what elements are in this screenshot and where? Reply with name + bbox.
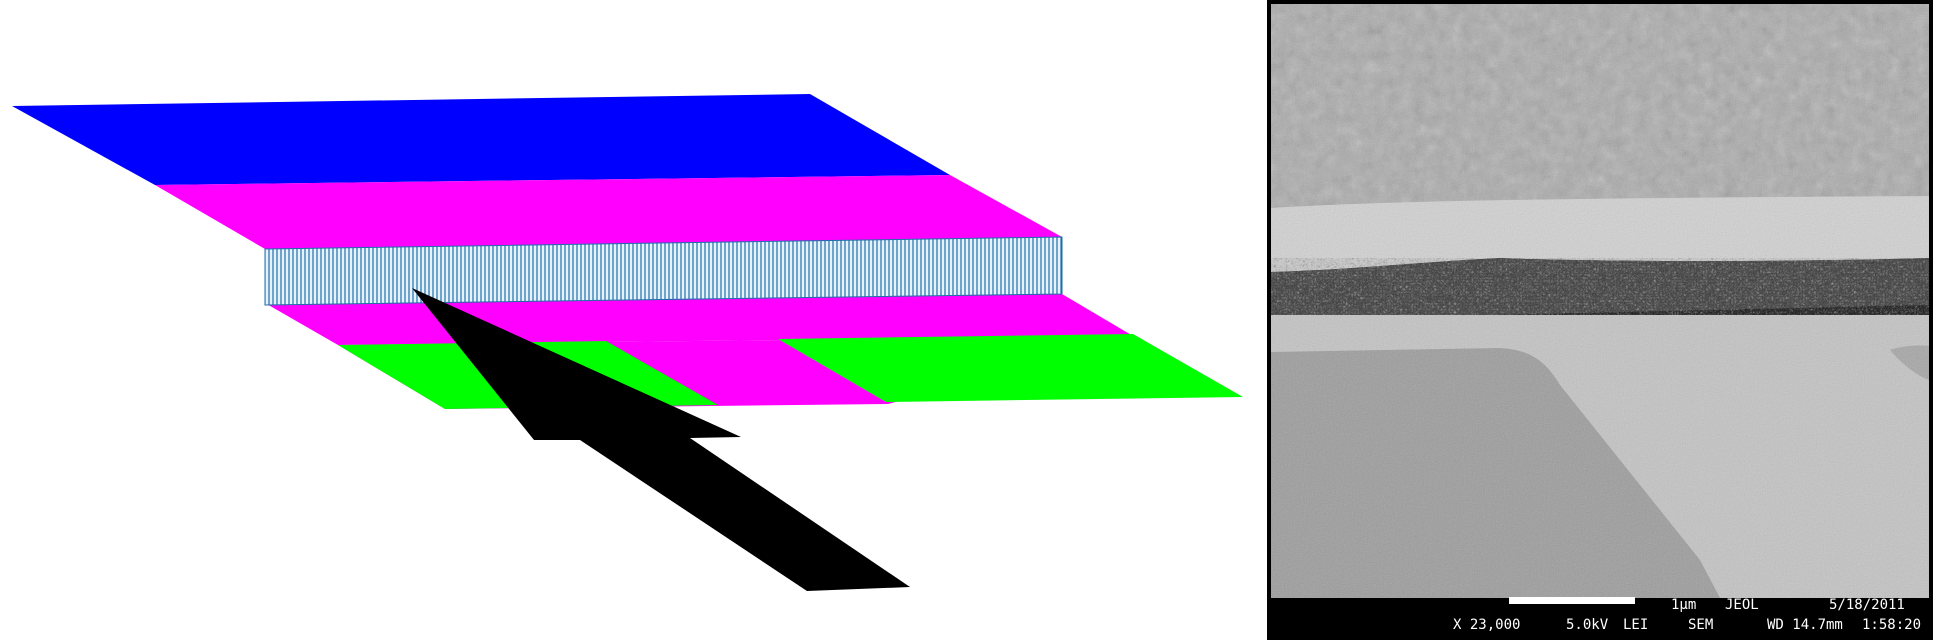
sem-working-distance: WD 14.7mm: [1767, 617, 1843, 633]
sem-info-bar: [1267, 598, 1933, 640]
pointer-arrow: [412, 288, 910, 591]
upper-middle-layer: [155, 175, 1062, 249]
sem-scale-label: 1µm: [1671, 597, 1696, 613]
top-layer: [12, 94, 950, 185]
sem-date: 5/18/2011: [1829, 597, 1905, 613]
sem-micrograph: 1µm JEOL 5/18/2011 X 23,000 5.0kV LEI SE…: [1267, 0, 1933, 640]
sem-detector: LEI: [1623, 617, 1648, 633]
sem-time: 1:58:20: [1862, 617, 1921, 633]
sem-voltage: 5.0kV: [1566, 617, 1609, 633]
channel-layer: [264, 236, 1063, 306]
device-schematic: [12, 94, 1243, 591]
sem-magnification: X 23,000: [1453, 617, 1520, 633]
sem-brand: JEOL: [1725, 597, 1759, 613]
sem-mode: SEM: [1688, 617, 1713, 633]
sem-scale-bar: [1509, 597, 1635, 604]
right-electrode: [778, 334, 1243, 402]
